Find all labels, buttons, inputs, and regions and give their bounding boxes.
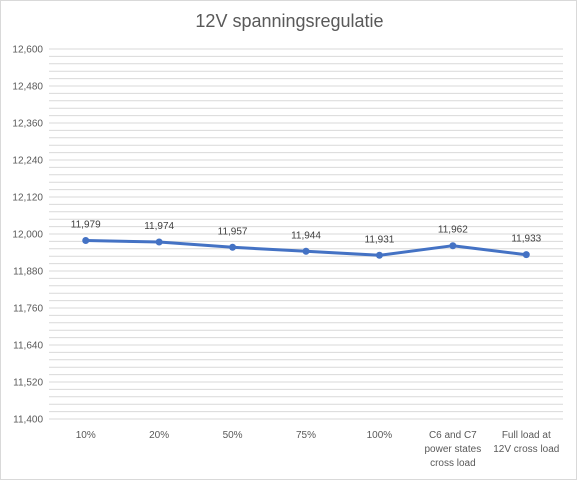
data-point xyxy=(155,238,163,246)
data-point xyxy=(375,251,383,259)
x-tick-label: 75% xyxy=(296,430,316,441)
y-tick-label: 11,520 xyxy=(13,378,43,389)
data-point xyxy=(449,242,457,250)
data-label: 11,933 xyxy=(511,234,541,245)
x-tick-label: 50% xyxy=(223,430,243,441)
y-tick-label: 12,240 xyxy=(12,156,43,167)
x-tick-label: 10% xyxy=(76,430,96,441)
x-tick-label: C6 and C7 power states cross load xyxy=(425,430,482,469)
y-tick-label: 11,760 xyxy=(13,304,43,315)
y-tick-label: 11,640 xyxy=(13,341,43,352)
x-tick-label: Full load at 12V cross load xyxy=(493,430,559,455)
data-label: 11,962 xyxy=(438,225,468,236)
data-label: 11,957 xyxy=(218,226,248,237)
y-tick-label: 12,120 xyxy=(12,193,43,204)
y-tick-label: 11,880 xyxy=(13,267,43,278)
y-tick-label: 12,000 xyxy=(12,230,43,241)
x-tick-label: 100% xyxy=(367,430,393,441)
data-point xyxy=(302,247,310,255)
data-label: 11,944 xyxy=(291,230,321,241)
x-tick-label: 20% xyxy=(149,430,169,441)
data-label: 11,974 xyxy=(144,221,174,232)
y-tick-label: 11,400 xyxy=(13,415,43,426)
data-point xyxy=(82,236,90,244)
y-tick-label: 12,480 xyxy=(12,82,43,93)
chart-title: 12V spanningsregulatie xyxy=(195,11,384,31)
y-tick-label: 12,360 xyxy=(12,119,43,130)
data-point xyxy=(229,243,237,251)
data-label: 11,979 xyxy=(71,219,101,230)
data-point xyxy=(522,251,530,259)
data-label: 11,931 xyxy=(365,234,395,245)
y-tick-label: 12,600 xyxy=(12,45,43,56)
